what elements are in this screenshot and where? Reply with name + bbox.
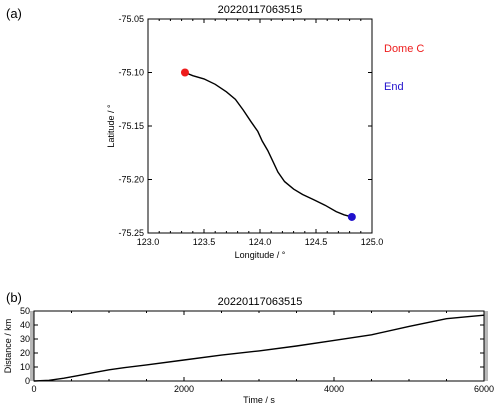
panel-b-label: (b) (6, 290, 22, 305)
panel-a-y-tick-label: -75.10 (118, 68, 144, 78)
panel-a-x-axis-label: Longitude / ° (235, 250, 286, 260)
panel-b-distance-line (33, 314, 485, 382)
panel-a: (a) 20220117063515 123.0 123.5 124.0 124.5 1… (6, 4, 424, 260)
panel-b-x-axis-label: Time / s (243, 395, 275, 405)
panel-b-y-tick-label: 10 (20, 362, 30, 372)
panel-a-y-tick-label: -75.25 (118, 228, 144, 238)
panel-a-start-marker (180, 68, 189, 77)
panel-b-x-tick-label: 0 (31, 384, 36, 394)
panel-b-y-axis-label: Distance / km (3, 319, 13, 374)
panel-a-end-marker (347, 212, 356, 221)
panel-b: (b) 20220117063515 0 2000 4000 6000 0 10 20 30… (3, 290, 494, 405)
panel-a-y-tick-label: -75.15 (118, 121, 144, 131)
panel-a-y-axis-label: Latitude / ° (106, 104, 116, 148)
panel-a-y-tick-label: -75.20 (118, 175, 144, 185)
panel-b-x-tick-label: 6000 (474, 384, 494, 394)
panel-a-x-tick-label: 123.5 (193, 237, 216, 247)
panel-b-y-tick-label: 30 (20, 334, 30, 344)
panel-a-title: 20220117063515 (218, 4, 303, 16)
panel-a-plot-frame (147, 18, 373, 234)
panel-b-title: 20220117063515 (218, 296, 303, 308)
panel-b-y-ticks: 0 10 20 30 40 50 (20, 306, 484, 386)
panel-a-label: (a) (6, 6, 22, 21)
panel-b-left-edge-band (30, 311, 34, 381)
panel-a-legend-end: End (384, 81, 404, 93)
panel-a-x-tick-label: 124.0 (249, 237, 272, 247)
panel-b-y-tick-label: 40 (20, 320, 30, 330)
panel-a-track-line (184, 71, 352, 218)
panel-a-y-tick-label: -75.05 (118, 14, 144, 24)
panel-a-x-tick-label: 124.5 (305, 237, 328, 247)
panel-b-y-tick-label: 50 (20, 306, 30, 316)
panel-a-y-ticks: -75.05 -75.10 -75.15 -75.20 -75.25 (118, 14, 372, 238)
panel-b-y-tick-label: 20 (20, 348, 30, 358)
panel-a-x-tick-label: 125.0 (361, 237, 384, 247)
panel-b-x-tick-label: 2000 (174, 384, 194, 394)
panel-b-x-tick-label: 4000 (324, 384, 344, 394)
panel-b-right-edge-band (484, 311, 488, 381)
panel-a-legend-start: Dome C (384, 43, 424, 55)
panel-a-x-ticks: 123.0 123.5 124.0 124.5 125.0 (137, 19, 384, 247)
panel-b-y-tick-label: 0 (25, 376, 30, 386)
panel-a-x-tick-label: 123.0 (137, 237, 160, 247)
panel-b-x-ticks: 0 2000 4000 6000 (31, 311, 494, 394)
